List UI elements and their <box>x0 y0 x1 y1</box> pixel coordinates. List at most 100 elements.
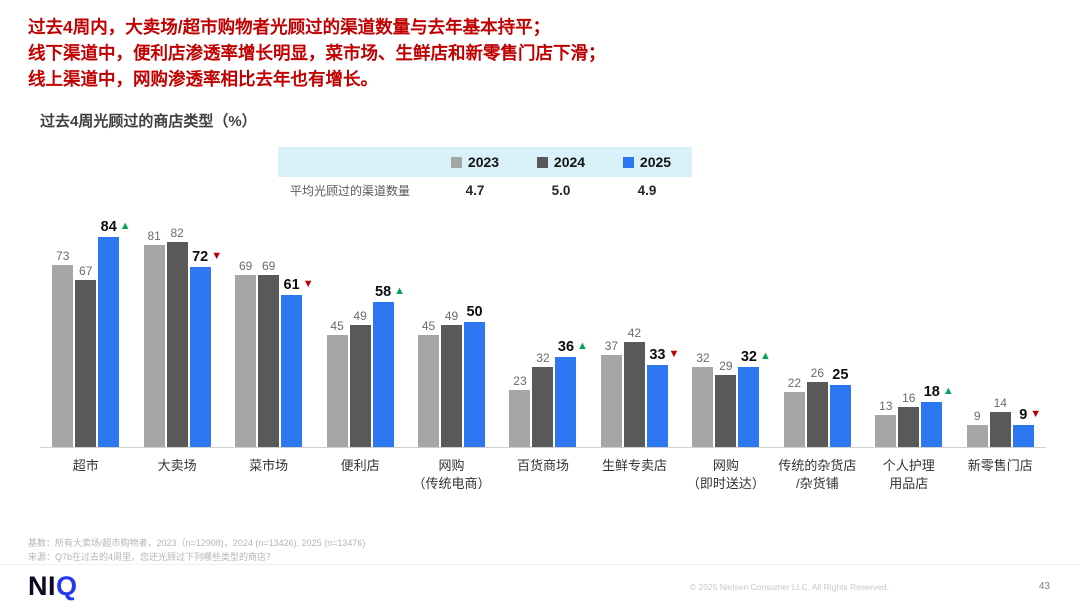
category-label: 新零售门店 <box>967 458 1033 473</box>
legend: 2023 2024 2025 平均光顾过的渠道数量 4.7 5.0 4.9 <box>278 147 692 204</box>
bar-value-label-2025: 33 ▼ <box>649 346 680 363</box>
bar-value-label-2025: 84 ▲ <box>100 219 131 235</box>
bar-value-label-2025: 32 ▲ <box>740 349 771 365</box>
bar-cluster: 13 16 18 ▲ <box>863 210 955 448</box>
bar-group: 22 26 25 传统的杂货店/杂货铺 <box>771 210 864 493</box>
bar-2023 <box>966 424 988 447</box>
bar-value-label-2023: 37 <box>604 338 619 353</box>
bar-2025 <box>555 357 577 447</box>
bar-cluster: 81 82 72 ▼ <box>131 210 223 448</box>
bar-value-label-2023: 22 <box>787 376 802 390</box>
headline: 过去4周内，大卖场/超市购物者光顾过的渠道数量与去年基本持平； 线下渠道中，便利… <box>0 0 1080 92</box>
bar-2023 <box>235 274 257 447</box>
bar-2024 <box>349 324 371 447</box>
bar-wrap-2024: 29 <box>715 358 737 447</box>
trend-up-icon: ▲ <box>759 350 771 362</box>
bar-value-label-2025: 36 ▲ <box>557 339 588 355</box>
bar-value-label-2024: 69 <box>261 258 276 273</box>
bar-2025 <box>646 364 668 447</box>
bar-2025 <box>921 402 943 447</box>
legend-swatch-2025-icon <box>622 156 634 168</box>
bar-value-label-2024: 26 <box>810 366 825 380</box>
bar-value-label-2024: 32 <box>536 351 550 365</box>
bar-wrap-2023: 9 <box>966 409 988 447</box>
bar-cluster: 37 42 33 ▼ <box>588 210 681 448</box>
bar-2025 <box>189 267 211 447</box>
bar-wrap-2025: 33 ▼ <box>646 346 680 447</box>
trend-down-icon: ▼ <box>211 250 223 262</box>
bar-group: 13 16 18 ▲ 个人护理 用品店 <box>863 210 955 493</box>
bar-2023 <box>783 392 805 447</box>
legend-item-2024: 2024 <box>518 154 604 170</box>
bar-chart: 73 67 84 ▲ 超市 81 82 72 ▼ 大卖场 69 69 61 ▼ 菜市场 45 49 58 ▲ 便利店 4… <box>40 210 1046 493</box>
bar-2024 <box>806 382 828 447</box>
bar-value-label-2023: 32 <box>696 351 710 365</box>
bar-value-label-2025: 50 <box>466 304 483 320</box>
bar-wrap-2023: 32 <box>692 351 714 447</box>
trend-down-icon: ▼ <box>302 277 314 290</box>
bar-value-label-2023: 81 <box>147 228 161 243</box>
bar-2025 <box>281 294 303 447</box>
bar-value-label-2024: 49 <box>353 308 367 323</box>
bar-2024 <box>441 324 463 447</box>
bar-value-label-2023: 45 <box>330 318 344 333</box>
bar-2025 <box>738 367 760 447</box>
niq-logo: NIQ <box>28 573 78 600</box>
bar-2024 <box>989 412 1011 447</box>
bar-2024 <box>715 374 737 447</box>
bar-value-label-2025: 9 ▼ <box>1019 406 1042 423</box>
bar-value-label-2023: 73 <box>56 248 70 263</box>
average-channels-2024: 5.0 <box>551 183 571 198</box>
bar-cluster: 23 32 36 ▲ <box>497 210 589 448</box>
copyright-text: © 2025 Nielsen Consumer LLC. All Rights … <box>689 581 889 592</box>
bar-value-label-2023: 45 <box>421 318 436 333</box>
bar-cluster: 73 67 84 ▲ <box>40 210 132 448</box>
bar-value-label-2024: 29 <box>719 358 733 373</box>
trend-down-icon: ▼ <box>1030 407 1042 420</box>
bar-2025 <box>464 322 486 447</box>
bar-2024 <box>623 342 645 447</box>
average-channels-row: 平均光顾过的渠道数量 4.7 5.0 4.9 <box>278 177 692 204</box>
footnotes: 基数：所有大卖场/超市购物者，2023（n=12908)，2024 (n=134… <box>28 536 365 565</box>
bar-value-label-2025: 58 ▲ <box>375 284 406 300</box>
legend-item-2023: 2023 <box>432 154 518 170</box>
bar-wrap-2024: 49 <box>349 308 371 447</box>
bar-group: 23 32 36 ▲ 百货商场 <box>497 210 589 493</box>
bar-value-label-2024: 67 <box>79 263 93 278</box>
legend-label-2024: 2024 <box>553 154 586 170</box>
bar-cluster: 69 69 61 ▼ <box>222 210 315 448</box>
bar-group: 45 49 58 ▲ 便利店 <box>314 210 406 493</box>
category-label: 大卖场 <box>157 458 197 473</box>
headline-line1: 过去4周内，大卖场/超市购物者光顾过的渠道数量与去年基本持平； <box>28 17 551 37</box>
bar-wrap-2024: 16 <box>898 391 920 447</box>
bar-wrap-2025: 32 ▲ <box>738 349 771 447</box>
bar-wrap-2025: 61 ▼ <box>281 277 314 447</box>
legend-label-2025: 2025 <box>639 154 672 170</box>
bar-wrap-2025: 25 <box>829 366 851 447</box>
bar-group: 45 49 50 网购 （传统电商） <box>405 210 498 493</box>
bar-2025 <box>1012 424 1034 447</box>
bar-2023 <box>326 334 348 447</box>
trend-up-icon: ▲ <box>119 220 131 232</box>
bottom-bar: NIQ © 2025 Nielsen Consumer LLC. All Rig… <box>0 564 1080 608</box>
headline-line2: 线下渠道中，便利店渗透率增长明显，菜市场、生鲜店和新零售门店下滑； <box>28 43 606 63</box>
bar-wrap-2024: 49 <box>441 309 463 447</box>
average-channels-2025: 4.9 <box>637 183 657 198</box>
bar-wrap-2025: 72 ▼ <box>189 249 222 447</box>
bar-2024 <box>258 274 280 447</box>
category-label: 网购 （即时送达） <box>686 458 765 492</box>
trend-down-icon: ▼ <box>668 347 680 360</box>
bar-wrap-2023: 37 <box>600 338 622 447</box>
bar-2023 <box>52 264 74 447</box>
bar-wrap-2025: 84 ▲ <box>98 219 131 447</box>
bar-cluster: 45 49 50 <box>405 210 498 448</box>
bar-2023 <box>600 354 622 447</box>
bar-2024 <box>75 279 97 447</box>
category-label: 网购 （传统电商） <box>412 458 491 492</box>
category-label: 生鲜专卖店 <box>601 458 667 473</box>
bar-value-label-2025: 25 <box>832 366 849 383</box>
bar-wrap-2023: 23 <box>509 374 531 447</box>
bar-group: 32 29 32 ▲ 网购 （即时送达） <box>680 210 772 493</box>
niq-logo-q: Q <box>56 571 78 601</box>
